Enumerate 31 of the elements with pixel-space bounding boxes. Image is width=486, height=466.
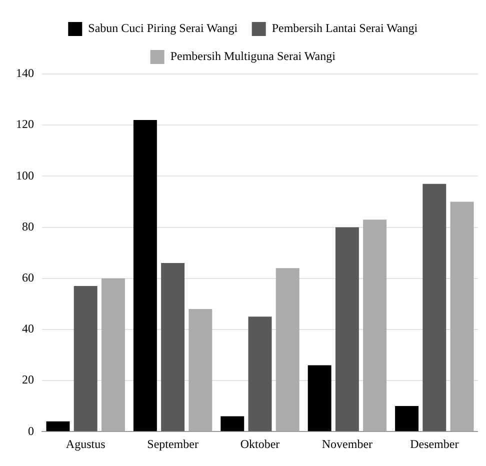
- y-tick-label: 100: [16, 168, 34, 182]
- y-tick-label: 80: [22, 219, 34, 234]
- bar: [188, 308, 212, 432]
- bar: [450, 202, 474, 432]
- bar: [335, 227, 359, 432]
- y-tick-label: 40: [22, 322, 34, 336]
- bar: [101, 278, 125, 432]
- bar: [46, 421, 70, 432]
- bar: [220, 416, 244, 432]
- x-tick-label: September: [147, 436, 198, 451]
- bar: [363, 220, 387, 432]
- legend-label: Pembersih Lantai Serai Wangi: [272, 21, 418, 36]
- bar: [276, 268, 300, 432]
- x-tick-label: Agustus: [66, 436, 106, 451]
- x-tick-label: Desember: [410, 436, 459, 451]
- x-tick-label: Oktober: [240, 436, 280, 451]
- y-tick-label: 20: [22, 372, 34, 387]
- legend-label: Sabun Cuci Piring Serai Wangi: [88, 21, 238, 36]
- y-tick-label: 0: [28, 424, 34, 438]
- y-tick-label: 60: [22, 270, 34, 284]
- y-tick-label: 140: [16, 66, 34, 80]
- bar: [161, 263, 185, 432]
- bar: [422, 184, 446, 432]
- y-tick-label: 120: [16, 117, 34, 132]
- bar: [248, 316, 272, 432]
- bar: [395, 406, 419, 432]
- x-tick-label: November: [322, 436, 373, 451]
- bar: [308, 365, 332, 432]
- bar: [74, 286, 98, 432]
- bar: [133, 120, 157, 432]
- legend-label: Pembersih Multiguna Serai Wangi: [170, 49, 336, 64]
